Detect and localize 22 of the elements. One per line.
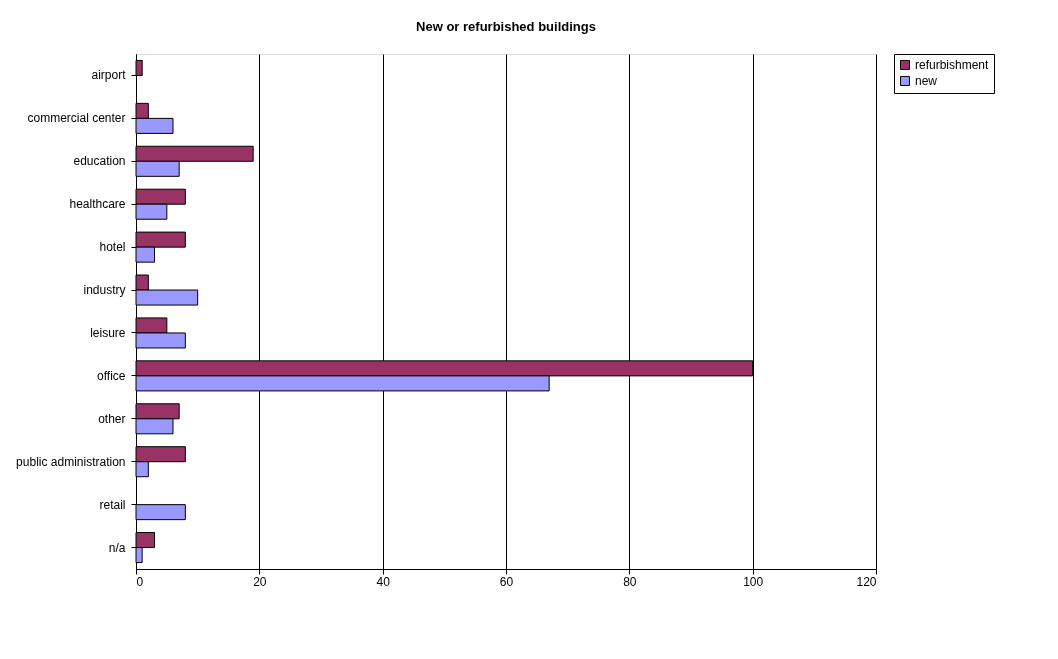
y-tick-label: healthcare xyxy=(69,197,126,212)
y-tick-label: leisure xyxy=(90,325,126,340)
y-tick-label: n/a xyxy=(108,540,126,555)
y-tick-label: industry xyxy=(83,283,126,298)
legend-label: refurbishment xyxy=(915,58,990,72)
y-tick-label: retail xyxy=(99,497,126,512)
y-tick-label: education xyxy=(73,154,126,169)
x-tick-label: 60 xyxy=(499,574,514,589)
y-tick-label: public administration xyxy=(16,454,126,469)
x-tick-label: 120 xyxy=(856,574,877,589)
chart-title: New or refurbished buildings xyxy=(416,18,596,34)
y-tick-label: hotel xyxy=(99,240,126,255)
legend-label: new xyxy=(915,74,938,88)
x-tick-label: 0 xyxy=(136,574,144,589)
y-tick-label: other xyxy=(98,411,126,426)
y-tick-label: airport xyxy=(91,68,127,83)
y-tick-label: commercial center xyxy=(27,111,126,126)
x-tick-label: 80 xyxy=(623,574,637,589)
x-tick-label: 20 xyxy=(253,574,267,589)
x-tick-label: 100 xyxy=(743,574,764,589)
y-tick-label: office xyxy=(97,368,126,383)
x-tick-label: 40 xyxy=(376,574,391,589)
